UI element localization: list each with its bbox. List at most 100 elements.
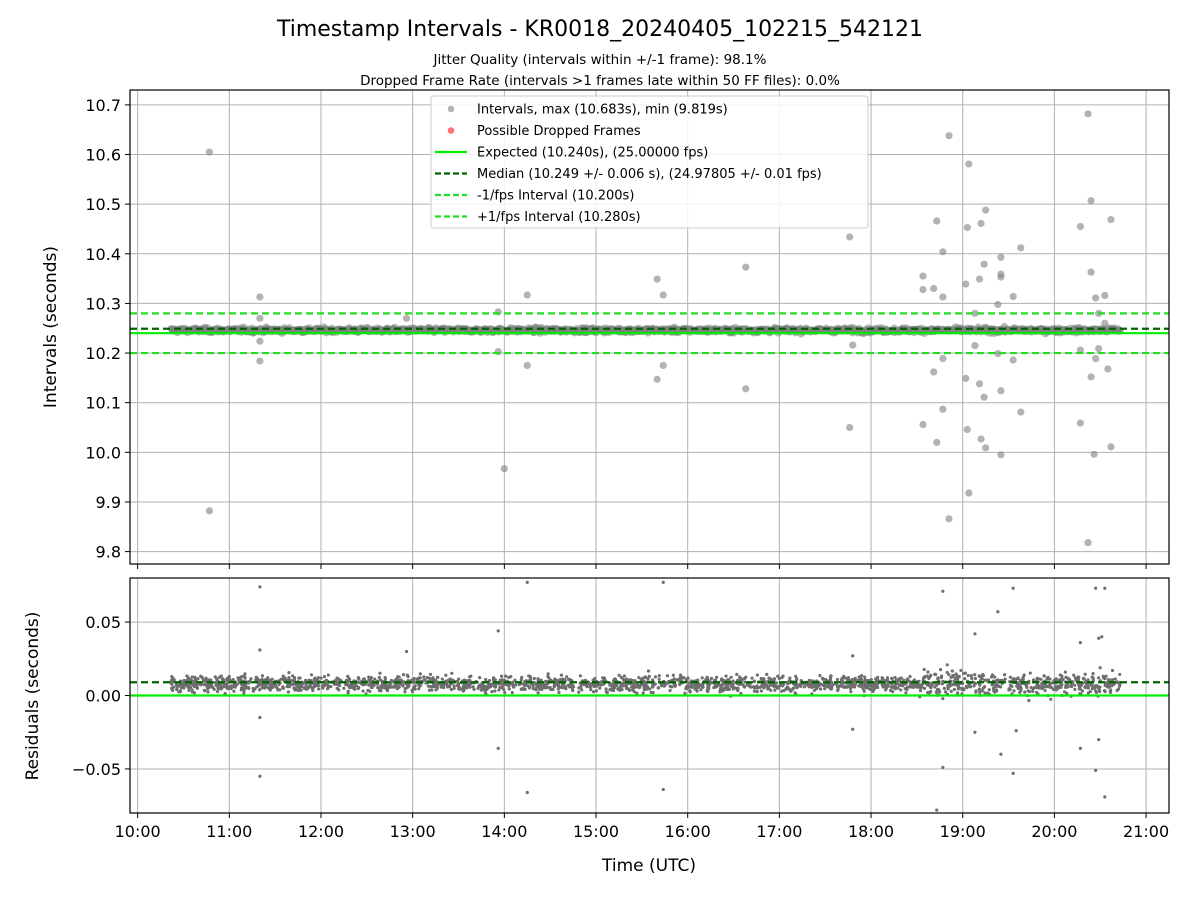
residual-point bbox=[312, 682, 317, 687]
residual-point bbox=[930, 683, 934, 687]
residual-point bbox=[945, 670, 949, 675]
interval-point bbox=[997, 387, 1005, 395]
residual-point bbox=[940, 674, 944, 678]
residual-point bbox=[828, 683, 832, 688]
residual-point bbox=[1026, 689, 1030, 693]
residual-point bbox=[1103, 683, 1107, 688]
chart-subtitle-dropped: Dropped Frame Rate (intervals >1 frames … bbox=[360, 73, 840, 89]
residual-point bbox=[898, 683, 902, 687]
residual-point bbox=[610, 684, 614, 688]
residual-point bbox=[213, 675, 217, 679]
residual-point bbox=[943, 690, 948, 694]
residual-point bbox=[311, 688, 315, 693]
residual-point bbox=[380, 679, 384, 683]
residual-point bbox=[813, 684, 817, 688]
residual-point bbox=[427, 688, 431, 692]
residual-point bbox=[999, 752, 1003, 756]
residual-point bbox=[552, 684, 556, 688]
residual-point bbox=[211, 686, 215, 690]
residual-point bbox=[561, 677, 565, 681]
residual-point bbox=[578, 674, 583, 678]
residual-point bbox=[705, 675, 709, 679]
residual-point bbox=[916, 682, 921, 686]
residual-point bbox=[329, 684, 333, 689]
residual-point bbox=[758, 685, 762, 689]
residual-point bbox=[737, 675, 742, 679]
chart-title: Timestamp Intervals - KR0018_20240405_10… bbox=[276, 17, 923, 42]
residual-point bbox=[571, 688, 575, 693]
residual-point bbox=[353, 687, 357, 691]
residual-point bbox=[170, 675, 174, 679]
residual-point bbox=[335, 680, 339, 684]
residual-point bbox=[299, 688, 303, 692]
residual-point bbox=[297, 676, 301, 680]
residual-point bbox=[994, 689, 999, 693]
residual-point bbox=[678, 673, 683, 677]
residual-point bbox=[357, 686, 361, 690]
interval-point bbox=[1076, 222, 1084, 231]
residual-point bbox=[1115, 681, 1119, 685]
intervals-x-tick-marks bbox=[137, 564, 1147, 569]
residual-point bbox=[1059, 685, 1063, 690]
residual-point bbox=[281, 677, 286, 681]
residual-point bbox=[1059, 683, 1063, 687]
residual-point bbox=[430, 688, 434, 692]
residual-point bbox=[605, 690, 609, 695]
residual-point bbox=[993, 675, 997, 679]
residual-point bbox=[963, 671, 968, 675]
residual-point bbox=[225, 686, 229, 690]
residual-point bbox=[514, 683, 518, 687]
residual-point bbox=[1054, 677, 1058, 681]
residual-point bbox=[869, 678, 873, 682]
residual-point bbox=[1050, 686, 1054, 690]
interval-point bbox=[965, 489, 973, 497]
residual-point bbox=[1008, 675, 1012, 679]
residual-point bbox=[450, 671, 454, 675]
residual-point bbox=[1039, 677, 1043, 681]
residual-point bbox=[972, 684, 976, 688]
residual-point bbox=[258, 648, 262, 652]
residual-point bbox=[564, 687, 568, 691]
residual-point bbox=[1072, 673, 1076, 677]
residual-point bbox=[1094, 690, 1099, 695]
residual-point bbox=[431, 684, 435, 688]
residual-point bbox=[949, 689, 953, 693]
residual-point bbox=[736, 678, 740, 682]
residual-point bbox=[496, 629, 500, 633]
residual-point bbox=[556, 687, 560, 691]
interval-point bbox=[994, 349, 1002, 358]
residual-point bbox=[190, 690, 194, 694]
residual-point bbox=[230, 684, 234, 688]
residual-point bbox=[941, 589, 945, 593]
interval-point bbox=[930, 368, 938, 376]
residual-point bbox=[171, 685, 176, 689]
interval-point bbox=[659, 361, 667, 370]
residual-point bbox=[442, 683, 446, 688]
residual-point bbox=[434, 679, 438, 683]
residual-point bbox=[755, 673, 760, 677]
residual-point bbox=[973, 632, 977, 636]
residual-point bbox=[338, 678, 342, 682]
residual-point bbox=[817, 684, 821, 688]
residual-point bbox=[410, 678, 414, 682]
residual-point bbox=[1012, 689, 1016, 693]
legend-label: Possible Dropped Frames bbox=[477, 124, 641, 139]
residual-point bbox=[257, 688, 262, 692]
residual-point bbox=[805, 683, 810, 687]
interval-point bbox=[945, 515, 953, 523]
residual-point bbox=[219, 685, 223, 690]
residual-point bbox=[299, 682, 304, 687]
residual-point bbox=[1011, 771, 1015, 775]
residual-point bbox=[523, 687, 527, 691]
interval-point bbox=[1087, 197, 1095, 205]
residual-point bbox=[239, 675, 243, 679]
residual-point bbox=[941, 679, 945, 683]
residual-point bbox=[525, 580, 529, 585]
interval-point bbox=[997, 451, 1005, 459]
residual-point bbox=[348, 686, 352, 690]
residual-point bbox=[243, 672, 247, 676]
residuals-y-tick-label: 0.00 bbox=[85, 687, 121, 706]
residual-point bbox=[1064, 675, 1068, 679]
residual-point bbox=[831, 682, 835, 687]
residual-point bbox=[498, 678, 502, 682]
